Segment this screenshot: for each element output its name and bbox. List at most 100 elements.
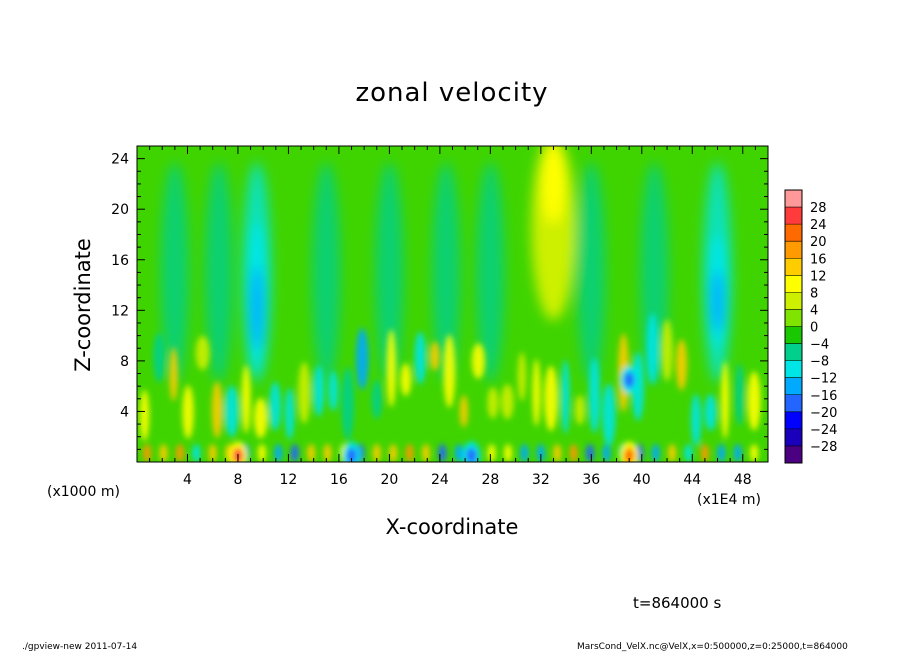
lower-cell	[430, 341, 440, 371]
lower-cell	[631, 351, 645, 421]
colorbar-label: −12	[810, 372, 837, 387]
lower-cell	[661, 319, 673, 382]
colorbar-swatch	[785, 394, 802, 413]
lower-cell	[371, 379, 382, 420]
lower-cell	[182, 385, 194, 439]
surface-cell	[405, 444, 414, 462]
surface-cell	[700, 444, 709, 462]
colorbar-swatch	[785, 326, 802, 345]
surface-cell	[750, 444, 759, 462]
surface-cell	[290, 444, 299, 462]
surface-cell	[257, 444, 266, 462]
x-tick-label: 20	[380, 472, 398, 488]
lower-cell	[313, 365, 325, 417]
x-tick-label: 24	[431, 472, 449, 488]
colorbar-swatch	[785, 309, 802, 327]
surface-cell	[651, 444, 660, 462]
lower-cell	[169, 347, 178, 402]
y-tick-label: 24	[111, 152, 129, 168]
surface-cell	[569, 444, 578, 462]
surface-cell	[733, 444, 742, 462]
y-tick-label: 4	[120, 404, 129, 420]
surface-cell	[520, 444, 529, 462]
time-label: t=864000 s	[633, 594, 722, 612]
lower-cell	[517, 352, 527, 402]
x-tick-label: 4	[183, 472, 192, 488]
y-tick-label: 12	[111, 303, 129, 319]
colorbar-label: 20	[810, 235, 827, 250]
y-axis-label: Z-coordinate	[71, 238, 95, 372]
x-unit-right: (x1E4 m)	[697, 492, 761, 508]
y-tick-label: 16	[111, 253, 129, 269]
x-tick-label: 48	[734, 472, 752, 488]
colorbar: 28 24 20 16 12 8 4 0 −4 −8 −12 −16 −20 −24 −28	[784, 189, 837, 464]
colorbar-label: 16	[810, 252, 827, 267]
surface-cell	[438, 444, 447, 462]
surface-cell	[421, 444, 430, 462]
field-band	[432, 162, 461, 383]
colorbar-label: 8	[810, 286, 818, 301]
field-band	[160, 162, 189, 383]
lower-cell	[195, 335, 210, 370]
surface-cell	[307, 444, 316, 462]
lower-cell	[328, 370, 339, 411]
surface-cell	[274, 444, 283, 462]
field-band	[312, 162, 341, 383]
x-tick-label: 8	[233, 472, 242, 488]
surface-cell	[487, 444, 496, 462]
surface-cell	[536, 444, 545, 462]
surface-cell	[454, 444, 463, 462]
lower-cell	[139, 389, 150, 441]
lower-cell	[704, 394, 717, 431]
field-band	[205, 162, 234, 383]
x-axis-label: X-coordinate	[0, 515, 904, 539]
surface-cell	[668, 444, 677, 462]
lower-cell	[575, 395, 585, 425]
colorbar-swatch	[785, 207, 802, 225]
lower-cell	[341, 367, 355, 440]
lower-cell	[721, 361, 730, 440]
y-axis: 4 8 12 16 20 24	[111, 152, 768, 450]
lower-cell	[224, 385, 239, 437]
lower-cell	[471, 343, 485, 379]
y-tick-label: 8	[120, 354, 129, 370]
x-tick-label: 36	[582, 472, 600, 488]
lower-cell	[241, 364, 251, 434]
colorbar-swatch	[785, 377, 802, 396]
colorbar-swatch	[785, 258, 802, 276]
heatmap-blobs	[160, 146, 732, 383]
surface-cell	[586, 444, 595, 462]
field-band	[375, 162, 404, 383]
lower-cell	[443, 334, 456, 408]
extremum-core	[624, 371, 635, 388]
x-tick-label: 12	[280, 472, 298, 488]
surface-cell	[717, 444, 726, 462]
x-axis-label-text: X-coordinate	[385, 515, 519, 539]
lower-cells	[139, 313, 761, 462]
surface-cell	[602, 444, 611, 462]
surface-cell	[175, 444, 184, 462]
surface-cell	[504, 444, 513, 462]
colorbar-label: −20	[810, 406, 837, 421]
surface-cell	[389, 444, 398, 462]
lower-cell	[532, 358, 541, 427]
colorbar-label: 24	[810, 218, 827, 233]
jet-core	[541, 146, 566, 224]
x-tick-label: 32	[532, 472, 550, 488]
lower-cell	[356, 328, 369, 390]
colorbar-swatch	[785, 343, 802, 362]
colorbar-swatch	[785, 275, 802, 293]
colorbar-swatch	[785, 241, 802, 259]
surface-cell	[323, 444, 332, 462]
lower-cell	[646, 313, 659, 385]
colorbar-label: 12	[810, 269, 827, 284]
colorbar-swatch	[785, 190, 802, 208]
lower-cell	[298, 361, 311, 424]
lower-cell	[153, 332, 165, 383]
colorbar-swatch	[785, 224, 802, 242]
lower-cell	[285, 388, 295, 440]
extremum-core	[466, 447, 477, 462]
lower-cell	[690, 394, 702, 447]
x-tick-label: 40	[633, 472, 651, 488]
